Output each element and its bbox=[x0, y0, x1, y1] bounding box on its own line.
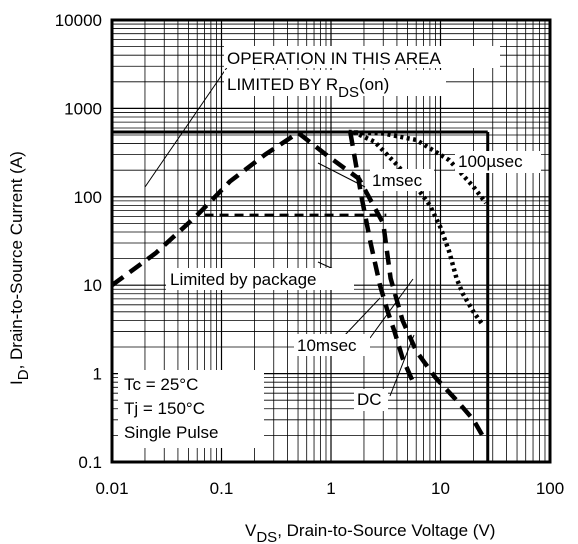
annotation-operation-area-text: OPERATION IN THIS AREA bbox=[227, 49, 441, 68]
annotation-pulse: Single Pulse bbox=[124, 423, 219, 442]
annotation-limited-rds: LIMITED BY RDS(on) bbox=[224, 70, 446, 101]
series-100-sec bbox=[348, 129, 488, 205]
annotation-conditions: Tc = 25°C Tj = 150°C Single Pulse bbox=[118, 370, 264, 448]
y-tick-label: 10000 bbox=[55, 11, 102, 30]
annotation-limited-rds-rest: (on) bbox=[359, 75, 389, 94]
tick-labels: 0.01 0.1 1 10 100 0.1 1 10 100 1000 10000 bbox=[55, 11, 564, 498]
x-tick-label: 0.1 bbox=[210, 479, 234, 498]
x-tick-label: 0.01 bbox=[95, 479, 128, 498]
y-axis-label-main: I bbox=[7, 380, 26, 385]
series-10msec bbox=[110, 130, 488, 443]
annotation-dc: DC bbox=[354, 389, 388, 411]
annotation-1msec: 1msec bbox=[370, 169, 434, 191]
y-axis-label-sub: D bbox=[15, 369, 32, 380]
annotation-1msec-text: 1msec bbox=[372, 171, 423, 190]
y-axis-label: ID, Drain-to-Source Current (A) bbox=[7, 151, 32, 385]
y-tick-label: 100 bbox=[74, 188, 102, 207]
leader-line bbox=[144, 65, 229, 188]
annotation-100usec: 100µsec bbox=[455, 151, 541, 173]
y-axis-label-rest: , Drain-to-Source Current (A) bbox=[7, 151, 26, 369]
annotation-package-text: Limited by package bbox=[170, 270, 316, 289]
leader-line bbox=[317, 162, 366, 188]
leader-line bbox=[389, 334, 415, 397]
x-tick-label: 10 bbox=[431, 479, 450, 498]
series-curves bbox=[110, 129, 488, 443]
annotation-dc-text: DC bbox=[357, 390, 382, 409]
y-tick-label: 0.1 bbox=[78, 453, 102, 472]
annotation-operation-area: OPERATION IN THIS AREA bbox=[224, 46, 500, 68]
annotation-10msec-text: 10msec bbox=[297, 336, 357, 355]
x-tick-label: 100 bbox=[536, 479, 564, 498]
annotation-limited-rds-main: LIMITED BY R bbox=[227, 75, 338, 94]
annotation-100usec-text: 100µsec bbox=[458, 152, 523, 171]
annotation-limited-rds-sub: DS bbox=[338, 84, 359, 101]
leader-line bbox=[343, 297, 381, 337]
plot-frame bbox=[110, 18, 552, 464]
y-tick-label: 10 bbox=[83, 276, 102, 295]
annotation-package: Limited by package bbox=[166, 268, 354, 290]
series-1msec bbox=[352, 130, 485, 327]
annotation-leaders bbox=[144, 65, 415, 397]
y-tick-label: 1 bbox=[93, 365, 102, 384]
svg-text:LIMITED BY RDS(on): LIMITED BY RDS(on) bbox=[227, 75, 389, 101]
series-dc bbox=[348, 131, 415, 381]
x-tick-label: 1 bbox=[326, 479, 335, 498]
annotation-10msec: 10msec bbox=[294, 334, 370, 356]
y-tick-label: 1000 bbox=[64, 99, 102, 118]
annotation-tc: Tc = 25°C bbox=[124, 375, 198, 394]
x-axis-label: VDS, Drain-to-Source Voltage (V) bbox=[245, 521, 495, 544]
x-axis-label-main: V bbox=[245, 521, 257, 540]
leader-line bbox=[369, 278, 414, 339]
x-axis-label-rest: , Drain-to-Source Voltage (V) bbox=[277, 521, 495, 540]
annotation-tj: Tj = 150°C bbox=[124, 399, 205, 418]
x-axis-label-sub: DS bbox=[256, 529, 277, 544]
